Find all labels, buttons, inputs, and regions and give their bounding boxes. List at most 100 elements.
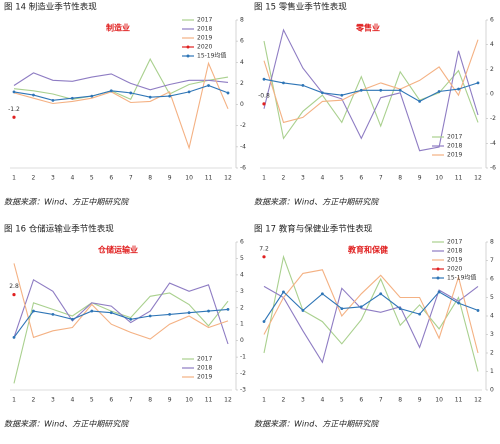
chart-title: 零售业: [355, 23, 380, 33]
x-tick-label: 11: [205, 175, 213, 182]
point: [262, 77, 266, 81]
point: [187, 90, 191, 94]
x-tick-label: 5: [340, 175, 344, 182]
y-tick-label: 2: [240, 304, 244, 311]
y-tick-label: 0: [240, 101, 244, 108]
y-tick-label: -6: [490, 165, 496, 172]
figure-caption: 图 17 教育与保健业季节性表现: [254, 224, 373, 235]
y-tick-label: 6: [490, 17, 494, 24]
point: [379, 88, 383, 92]
legend-label: 2018: [447, 248, 462, 255]
point: [340, 93, 344, 97]
point: [12, 335, 16, 339]
x-tick-label: 4: [320, 175, 324, 182]
legend-label: 2017: [447, 239, 462, 246]
point: [320, 91, 324, 95]
data-label: 2.8: [9, 283, 19, 290]
y-tick-label: 3: [490, 331, 494, 338]
point: [32, 309, 35, 313]
x-tick-label: 7: [379, 397, 383, 404]
point: [262, 102, 266, 106]
y-tick-label: 5: [490, 294, 494, 301]
series-line: [13, 292, 229, 384]
x-tick-label: 12: [224, 397, 232, 404]
y-tick-label: 0: [490, 387, 494, 394]
x-tick-label: 1: [12, 175, 16, 182]
x-tick-label: 6: [109, 397, 113, 404]
y-tick-label: -4: [490, 140, 496, 147]
series-line: [13, 84, 229, 101]
legend-label: 2018: [197, 365, 212, 372]
y-tick-label: 7: [490, 257, 494, 264]
legend-marker: [186, 54, 190, 58]
point: [301, 309, 305, 312]
series-line: [263, 39, 479, 124]
figure-caption: 图 14 制造业季节性表现: [4, 2, 97, 13]
legend-label: 2020: [447, 266, 462, 273]
point: [12, 90, 16, 94]
y-tick-label: -1: [240, 354, 246, 361]
y-tick-label: 4: [490, 41, 494, 48]
point: [262, 255, 266, 259]
x-tick-label: 8: [398, 175, 402, 182]
series-line: [263, 40, 479, 140]
figure-caption: 图 16 仓储运输业季节性表现: [4, 224, 114, 235]
y-tick-label: 0: [240, 337, 244, 344]
y-tick-label: 2: [490, 66, 494, 73]
series-line: [13, 308, 229, 338]
legend-label: 2019: [197, 35, 212, 42]
x-tick-label: 4: [70, 397, 74, 404]
x-tick-label: 8: [148, 175, 152, 182]
series-line: [263, 269, 479, 354]
x-tick-label: 3: [301, 397, 305, 404]
x-tick-label: 12: [224, 175, 232, 182]
x-tick-label: 10: [185, 175, 193, 182]
x-tick-label: 12: [474, 175, 482, 182]
point: [457, 301, 460, 305]
point: [359, 88, 363, 92]
x-tick-label: 6: [359, 175, 363, 182]
x-tick-label: 9: [168, 397, 172, 404]
series-line: [263, 285, 479, 364]
legend-label: 2019: [447, 257, 462, 264]
y-tick-label: 3: [240, 288, 244, 295]
point: [51, 312, 55, 316]
y-tick-label: 6: [240, 38, 244, 45]
chart-title: 制造业: [106, 23, 130, 33]
source: 数据来源：Wind、方正中期研究院: [254, 198, 380, 207]
data-label: 7.2: [259, 245, 269, 252]
x-tick-label: 9: [418, 397, 422, 404]
legend-label: 2019: [447, 152, 462, 159]
point: [12, 115, 16, 119]
x-tick-label: 8: [398, 397, 402, 404]
point: [226, 91, 230, 95]
chart-title: 仓储运输业: [97, 245, 138, 255]
point: [168, 94, 172, 98]
series-line: [263, 254, 479, 372]
point: [476, 309, 480, 312]
point: [457, 87, 460, 91]
legend-label: 2018: [447, 143, 462, 150]
x-tick-label: 3: [51, 175, 55, 182]
series-line: [13, 57, 229, 101]
x-tick-label: 10: [435, 397, 443, 404]
y-tick-label: -2: [240, 370, 246, 377]
x-tick-label: 2: [282, 175, 286, 182]
point: [398, 88, 402, 92]
point: [359, 305, 363, 309]
point: [437, 290, 441, 294]
point: [282, 290, 285, 294]
legend-label: 2017: [197, 17, 212, 24]
x-tick-label: 10: [185, 397, 193, 404]
x-tick-label: 8: [148, 397, 152, 404]
point: [90, 309, 94, 313]
y-tick-label: 8: [490, 239, 494, 246]
y-tick-label: 6: [490, 276, 494, 283]
point: [418, 312, 422, 316]
series-line: [13, 263, 229, 340]
legend-label: 2017: [447, 134, 462, 141]
point: [226, 308, 230, 311]
series-line: [263, 291, 479, 322]
data-label: -0.8: [258, 92, 270, 99]
x-tick-label: 2: [282, 397, 286, 404]
